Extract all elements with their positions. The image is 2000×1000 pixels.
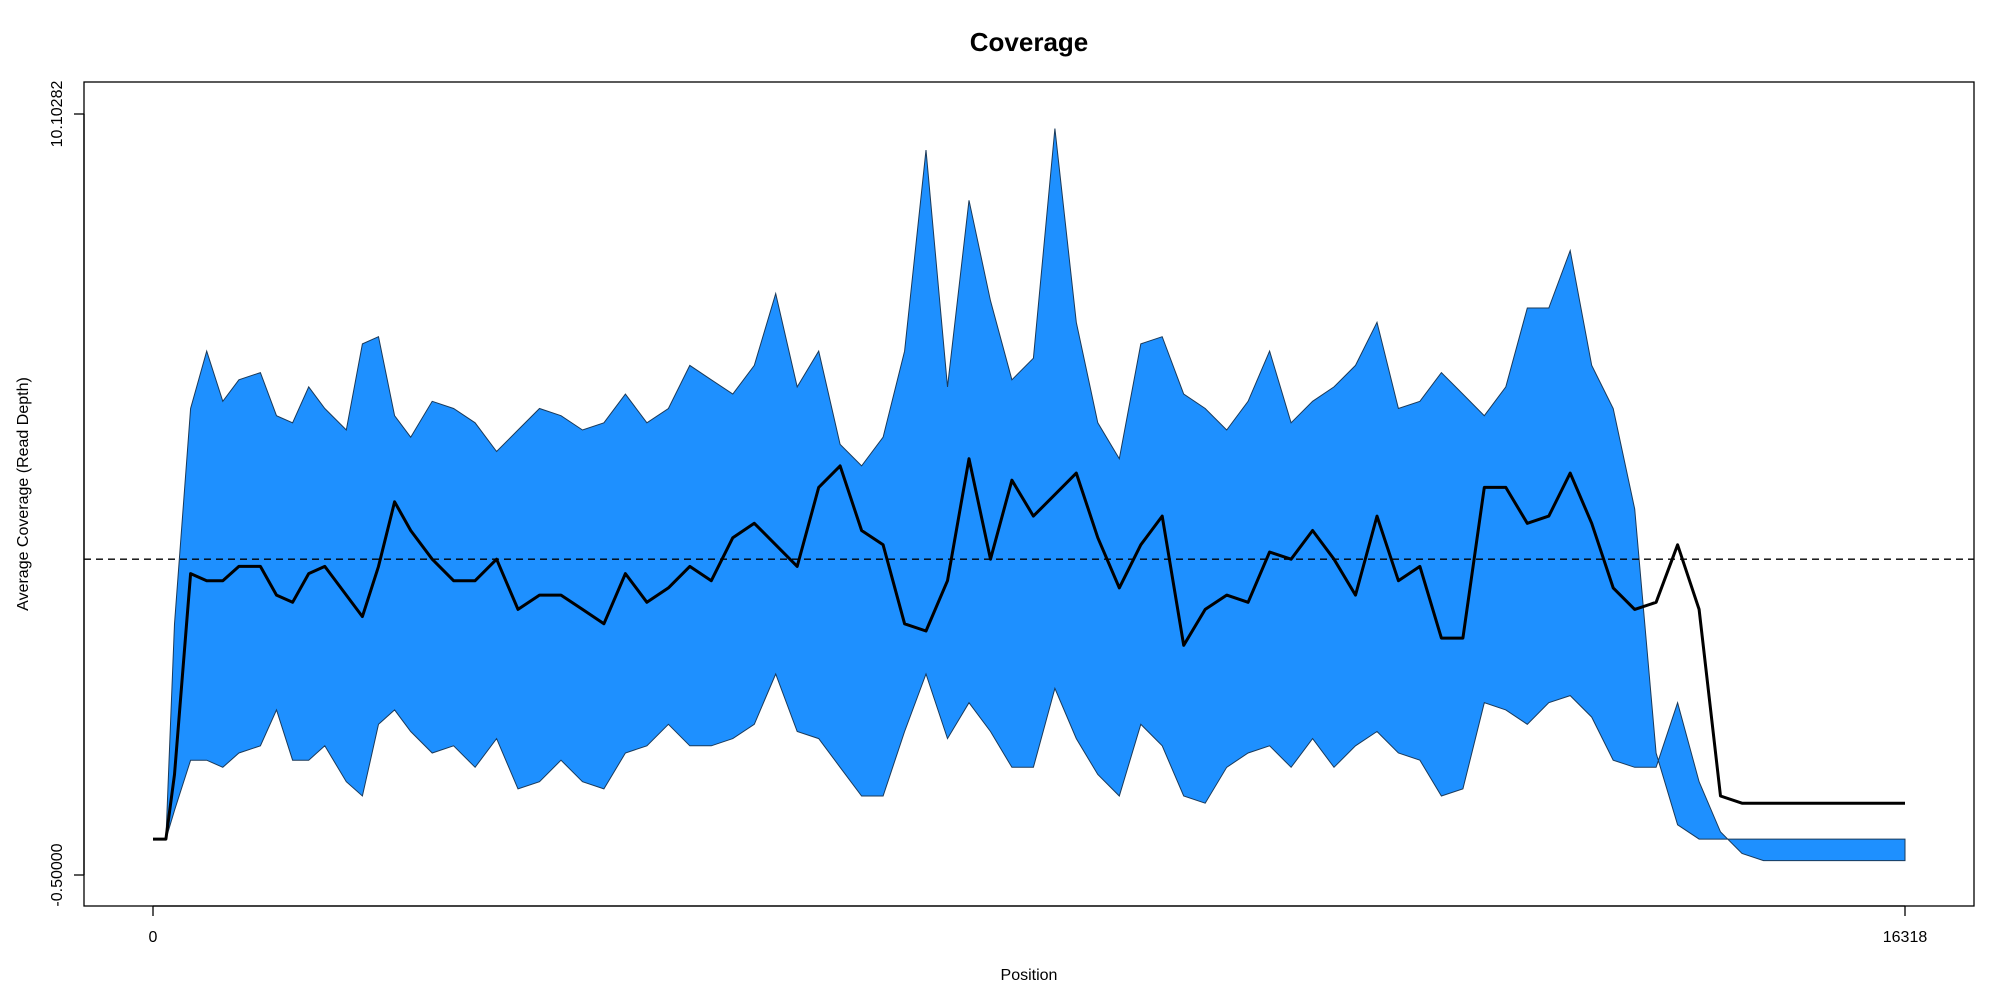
y-axis-label: Average Coverage (Read Depth) xyxy=(15,377,32,611)
x-tick-label: 16318 xyxy=(1883,929,1928,946)
x-tick-label: 0 xyxy=(149,929,158,946)
chart-title: Coverage xyxy=(970,27,1089,57)
coverage-band xyxy=(153,128,1906,862)
y-tick-label: 10.10282 xyxy=(49,81,66,148)
y-axis: -0.50000 10.10282 xyxy=(49,81,85,907)
y-tick-label: -0.50000 xyxy=(49,843,66,906)
band-layer xyxy=(153,128,1906,862)
x-axis-label: Position xyxy=(1001,967,1058,984)
line-layer xyxy=(153,457,1905,841)
mean-coverage-line xyxy=(153,457,1905,841)
x-axis: 0 16318 xyxy=(149,905,1928,946)
